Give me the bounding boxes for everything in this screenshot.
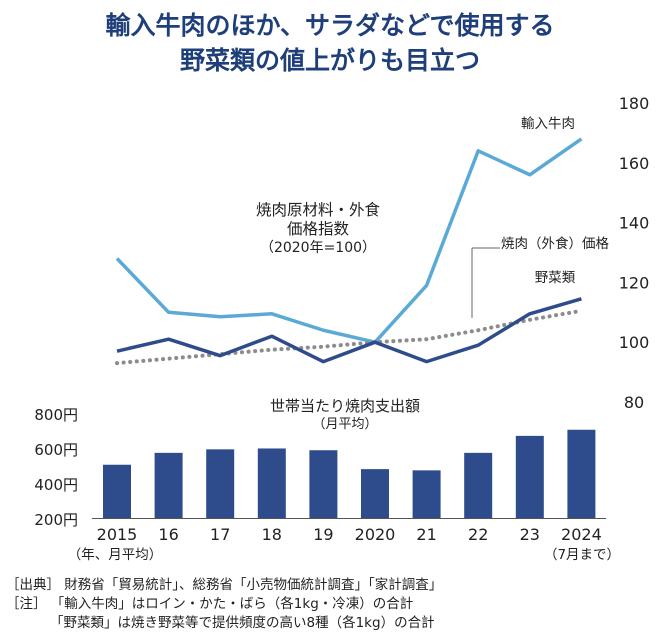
- bar-1: [154, 452, 183, 519]
- chart-title-line-2: 野菜類の値上がりも目立つ: [179, 46, 480, 75]
- note-2: 「野菜類」は焼き野菜等で提供頻度の高い8種（各1kg）の合計: [50, 615, 435, 631]
- line-series-2: [116, 297, 582, 364]
- bar-5: [361, 469, 389, 519]
- line-y-tick-0: 180: [619, 94, 650, 113]
- bar-y-tick-2: 400円: [34, 476, 78, 494]
- footnotes: ［出典］ 財務省「貿易統計」、総務省「小売物価統計調査」「家計調査」 ［注］ 「…: [6, 576, 442, 633]
- series-label-yakiniku-price: 焼肉（外食）価格: [501, 235, 609, 252]
- bar-x-tick-8: 23: [520, 525, 540, 544]
- bar-3: [257, 448, 286, 519]
- line-y-tick-4: 100: [619, 333, 650, 352]
- bar-chart-title-line-2: （月平均）: [312, 417, 377, 432]
- bar-0: [103, 464, 131, 519]
- line-series-group: [115, 137, 584, 366]
- chart-title-line-1: 輸入牛肉のほか、サラダなどで使用する: [105, 11, 555, 40]
- bar-7: [464, 452, 493, 519]
- bar-x-tick-6: 21: [416, 525, 436, 544]
- line-y-tick-3: 120: [619, 273, 650, 292]
- line-y-tick-2: 140: [619, 214, 650, 233]
- bar-6: [412, 470, 441, 519]
- bar-x-tick-4: 19: [313, 525, 333, 544]
- series-labels: 輸入牛肉 焼肉（外食）価格 野菜類: [471, 116, 609, 318]
- line-chart: 180 160 140 120 100 80 焼肉原材料・外食 価格指数 （2020年=1…: [115, 94, 650, 412]
- series-label-imported-beef: 輸入牛肉: [521, 116, 575, 132]
- x-sublabel-last: （7月まで）: [544, 547, 620, 563]
- line-y-tick-1: 160: [619, 154, 650, 173]
- bar-chart-title-line-1: 世帯当たり焼肉支出額: [270, 397, 420, 415]
- bar-8: [515, 435, 544, 519]
- bar-chart-title: 世帯当たり焼肉支出額 （月平均）: [270, 397, 420, 432]
- bar-x-tick-1: 16: [158, 525, 178, 544]
- bar-x-axis-labels: 2015 16 17 18 19 2020 21 22 23 2024: [97, 525, 602, 544]
- line-chart-title-line-1: 焼肉原材料・外食: [256, 201, 381, 219]
- note-1: ［注］ 「輸入牛肉」はロイン・かた・ばら（各1kg・冷凍）の合計: [6, 596, 414, 612]
- bar-y-tick-3: 200円: [34, 511, 78, 529]
- line-y-axis: 180 160 140 120 100 80: [619, 94, 650, 412]
- line-chart-title-line-2: 価格指数: [287, 220, 350, 238]
- line-series-0: [115, 137, 583, 344]
- bar-x-tick-3: 18: [262, 525, 282, 544]
- bar-x-tick-5: 2020: [355, 525, 396, 544]
- bar-4: [309, 450, 338, 519]
- bar-2: [206, 449, 235, 519]
- bar-x-tick-2: 17: [210, 525, 230, 544]
- source-note: ［出典］ 財務省「貿易統計」、総務省「小売物価統計調査」「家計調査」: [6, 577, 443, 593]
- line-series-1: [115, 308, 584, 366]
- series-label-vegetables: 野菜類: [535, 270, 576, 286]
- bar-x-tick-0: 2015: [97, 525, 138, 544]
- chart-title: 輸入牛肉のほか、サラダなどで使用する 野菜類の値上がりも目立つ: [0, 8, 660, 78]
- line-y-tick-5: 80: [624, 393, 644, 412]
- bar-x-tick-9: 2024: [561, 525, 602, 544]
- bar-chart: 世帯当たり焼肉支出額 （月平均） 800円 600円 400円 200円 2015 16…: [34, 397, 620, 563]
- bar-series: [103, 429, 596, 519]
- bar-9: [567, 429, 596, 519]
- line-chart-title-line-3: （2020年=100）: [260, 240, 376, 256]
- x-sublabel-first: （年、月平均）: [68, 547, 163, 563]
- bar-y-tick-1: 600円: [34, 441, 78, 459]
- bar-y-tick-0: 800円: [34, 406, 78, 424]
- bar-x-tick-7: 22: [468, 525, 488, 544]
- bar-y-axis: 800円 600円 400円 200円: [34, 406, 78, 529]
- line-chart-title: 焼肉原材料・外食 価格指数 （2020年=100）: [256, 201, 381, 256]
